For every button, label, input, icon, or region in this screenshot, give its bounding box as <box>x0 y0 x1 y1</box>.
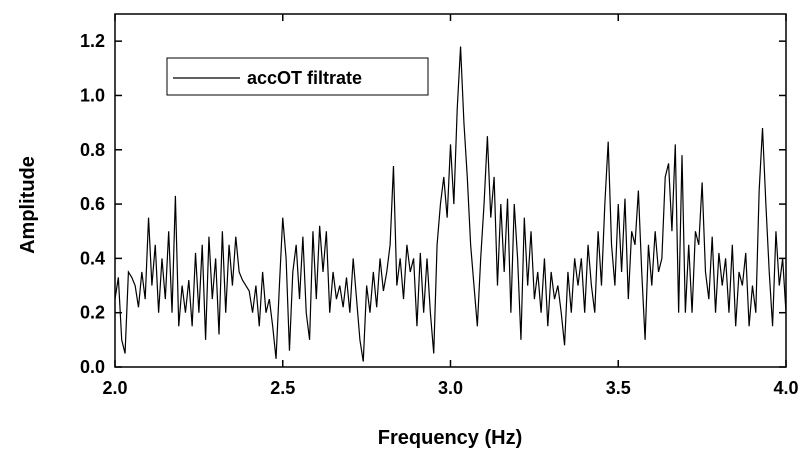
x-tick-label: 3.5 <box>606 378 631 398</box>
data-line <box>114 46 787 362</box>
x-tick-label: 4.0 <box>773 378 798 398</box>
y-tick-label: 0.6 <box>80 194 105 214</box>
y-tick-label: 0.0 <box>80 357 105 377</box>
x-tick-label: 2.0 <box>102 378 127 398</box>
y-tick-label: 1.0 <box>80 85 105 105</box>
y-tick-label: 0.4 <box>80 248 105 268</box>
y-tick-label: 0.2 <box>80 303 105 323</box>
legend-label: accOT filtrate <box>247 68 362 88</box>
x-tick-label: 3.0 <box>438 378 463 398</box>
y-tick-label: 1.2 <box>80 31 105 51</box>
x-axis-title: Frequency (Hz) <box>378 427 522 449</box>
y-axis-title: Amplitude <box>17 156 39 254</box>
y-tick-label: 0.8 <box>80 140 105 160</box>
x-tick-label: 2.5 <box>270 378 295 398</box>
legend-box <box>166 57 429 96</box>
